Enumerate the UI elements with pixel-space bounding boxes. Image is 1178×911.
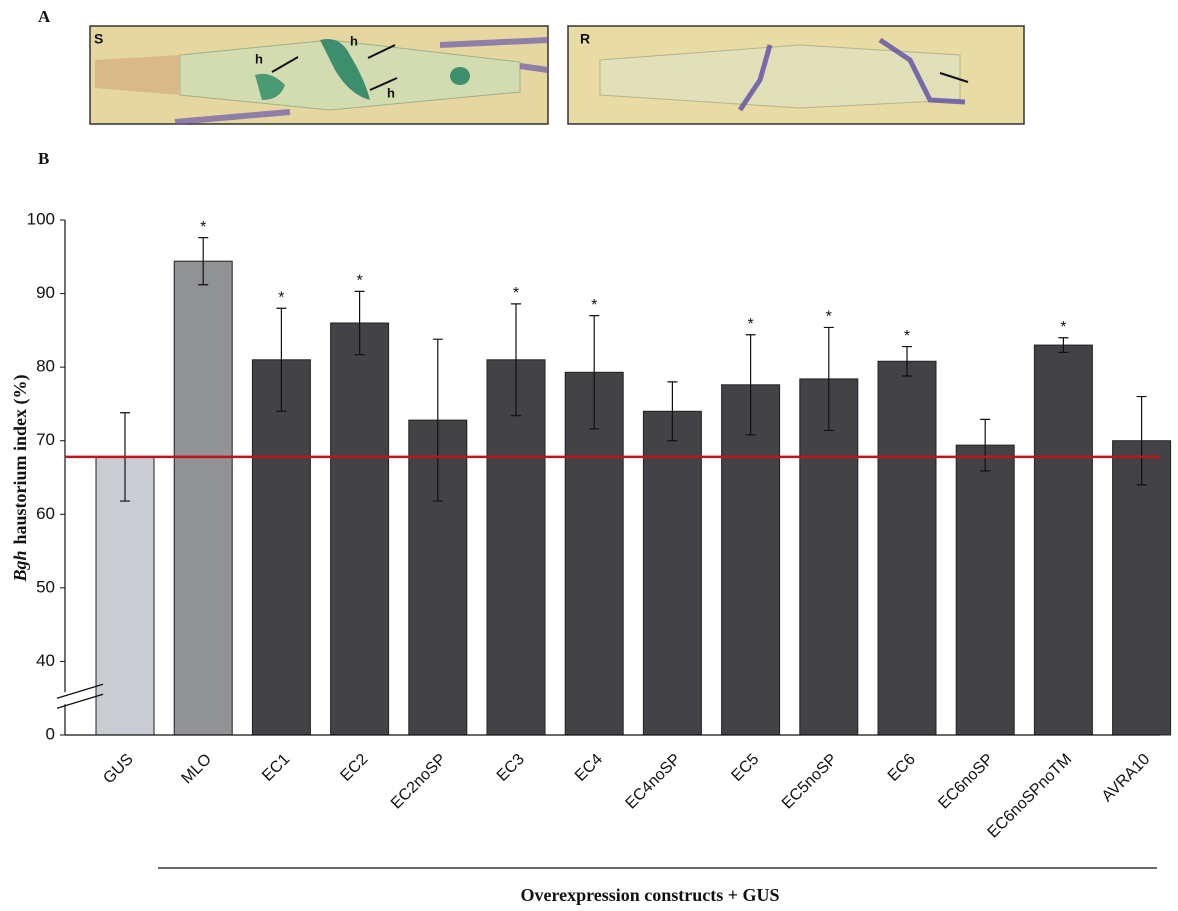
arrow-label: h bbox=[255, 51, 263, 66]
panel-label: B bbox=[38, 149, 49, 168]
x-tick-label: EC1 bbox=[259, 751, 293, 785]
bar bbox=[722, 385, 780, 735]
y-tick-label: 70 bbox=[36, 430, 55, 449]
x-tick-label: EC6 bbox=[885, 751, 919, 785]
significance-mark: * bbox=[1060, 319, 1066, 336]
x-tick-label: AVRA10 bbox=[1099, 751, 1154, 806]
image-label: S bbox=[94, 31, 103, 47]
y-axis-title-italic: Bgh bbox=[10, 550, 30, 582]
micrograph bbox=[90, 26, 548, 124]
x-tick-label: EC2noSP bbox=[388, 751, 450, 813]
x-axis-title: Overexpression constructs + GUS bbox=[520, 885, 779, 905]
significance-mark: * bbox=[356, 273, 362, 290]
arrow-label: h bbox=[387, 85, 395, 100]
significance-mark: * bbox=[278, 290, 284, 307]
x-tick-label: GUS bbox=[100, 751, 137, 788]
bar bbox=[878, 361, 936, 735]
bar bbox=[1034, 345, 1092, 735]
x-tick-label: EC2 bbox=[337, 751, 371, 785]
significance-mark: * bbox=[904, 328, 910, 345]
bar bbox=[174, 261, 232, 735]
arrow-label: h bbox=[350, 33, 358, 48]
page: {"figure": {"panel_a_label": "A", "panel… bbox=[0, 0, 1178, 911]
y-tick-label: 100 bbox=[27, 209, 55, 228]
panel-label: A bbox=[38, 7, 51, 26]
image-label: R bbox=[580, 31, 590, 47]
micrograph bbox=[568, 26, 1024, 124]
significance-mark: * bbox=[200, 219, 206, 236]
y-tick-label: 80 bbox=[36, 357, 55, 376]
y-tick-label: 50 bbox=[36, 577, 55, 596]
significance-mark: * bbox=[591, 297, 597, 314]
significance-mark: * bbox=[826, 309, 832, 326]
x-tick-label: EC3 bbox=[494, 751, 528, 785]
x-tick-label: EC5 bbox=[728, 751, 762, 785]
bar bbox=[252, 360, 310, 735]
x-tick-label: EC4 bbox=[572, 751, 606, 785]
y-axis-title: Bgh haustorium index (%) bbox=[10, 374, 31, 582]
x-tick-label: EC5noSP bbox=[779, 751, 841, 813]
bar bbox=[331, 323, 389, 735]
x-tick-label: EC4noSP bbox=[623, 751, 685, 813]
bar bbox=[643, 411, 701, 735]
y-tick-label: 0 bbox=[46, 724, 55, 743]
y-tick-label: 90 bbox=[36, 283, 55, 302]
y-tick-label: 60 bbox=[36, 504, 55, 523]
figure: A B S R h h h Overexpression constructs … bbox=[0, 0, 1178, 911]
significance-mark: * bbox=[747, 316, 753, 333]
x-tick-label: MLO bbox=[178, 751, 215, 788]
y-axis-title-rest: haustorium index (%) bbox=[10, 374, 31, 544]
bar bbox=[800, 379, 858, 735]
significance-mark: * bbox=[513, 285, 519, 302]
x-tick-label: EC6noSPnoTM bbox=[985, 751, 1076, 842]
y-tick-label: 40 bbox=[36, 651, 55, 670]
bar bbox=[956, 445, 1014, 735]
x-tick-label: EC6noSP bbox=[935, 751, 997, 813]
